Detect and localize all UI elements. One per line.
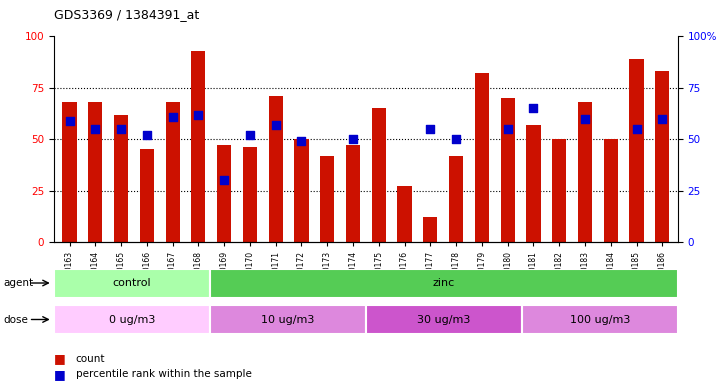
- Bar: [114, 114, 128, 242]
- Bar: [629, 59, 644, 242]
- Bar: [603, 139, 618, 242]
- Bar: [166, 102, 180, 242]
- Point: [657, 116, 668, 122]
- Bar: [54, 269, 210, 298]
- Point: [244, 132, 256, 138]
- Bar: [397, 187, 412, 242]
- Bar: [210, 305, 366, 334]
- Bar: [578, 102, 592, 242]
- Text: dose: dose: [3, 315, 28, 325]
- Text: ■: ■: [54, 353, 66, 366]
- Bar: [366, 305, 522, 334]
- Point: [502, 126, 513, 132]
- Bar: [372, 108, 386, 242]
- Text: control: control: [112, 278, 151, 288]
- Bar: [243, 147, 257, 242]
- Text: ■: ■: [54, 368, 66, 381]
- Bar: [269, 96, 283, 242]
- Bar: [217, 146, 231, 242]
- Point: [270, 122, 281, 128]
- Point: [167, 114, 178, 120]
- Point: [218, 177, 230, 184]
- Bar: [210, 269, 678, 298]
- Bar: [500, 98, 515, 242]
- Point: [296, 138, 307, 144]
- Bar: [423, 217, 438, 242]
- Point: [141, 132, 153, 138]
- Point: [579, 116, 590, 122]
- Point: [425, 126, 436, 132]
- Bar: [88, 102, 102, 242]
- Text: 0 ug/m3: 0 ug/m3: [109, 314, 155, 325]
- Text: 10 ug/m3: 10 ug/m3: [261, 314, 314, 325]
- Bar: [449, 156, 463, 242]
- Text: 30 ug/m3: 30 ug/m3: [417, 314, 471, 325]
- Point: [631, 126, 642, 132]
- Text: 100 ug/m3: 100 ug/m3: [570, 314, 630, 325]
- Bar: [475, 73, 489, 242]
- Point: [528, 105, 539, 111]
- Point: [63, 118, 75, 124]
- Text: zinc: zinc: [433, 278, 455, 288]
- Text: percentile rank within the sample: percentile rank within the sample: [76, 369, 252, 379]
- Bar: [54, 305, 210, 334]
- Point: [193, 111, 204, 118]
- Bar: [526, 125, 541, 242]
- Bar: [320, 156, 335, 242]
- Point: [115, 126, 127, 132]
- Bar: [552, 139, 566, 242]
- Text: count: count: [76, 354, 105, 364]
- Bar: [140, 149, 154, 242]
- Bar: [655, 71, 669, 242]
- Bar: [63, 102, 76, 242]
- Point: [89, 126, 101, 132]
- Bar: [294, 139, 309, 242]
- Text: GDS3369 / 1384391_at: GDS3369 / 1384391_at: [54, 8, 199, 21]
- Point: [348, 136, 359, 142]
- Bar: [522, 305, 678, 334]
- Point: [451, 136, 462, 142]
- Bar: [346, 146, 360, 242]
- Text: agent: agent: [3, 278, 33, 288]
- Bar: [191, 51, 205, 242]
